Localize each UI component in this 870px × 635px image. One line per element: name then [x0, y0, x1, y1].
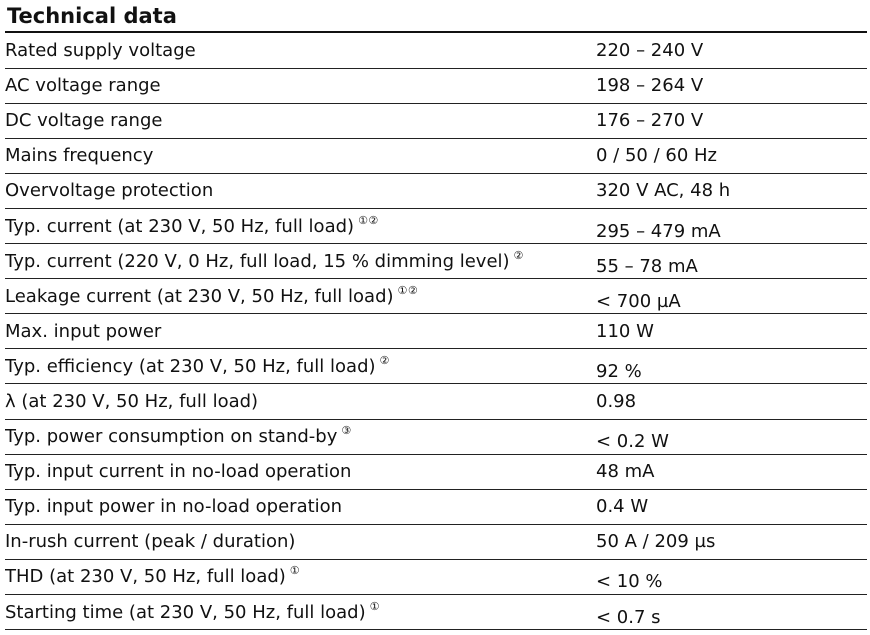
- parameter-label: λ (at 230 V, 50 Hz, full load): [5, 390, 259, 412]
- table-row: Mains frequency 0 / 50 / 60 Hz: [5, 138, 867, 174]
- parameter-cell: Rated supply voltage: [5, 33, 591, 68]
- value-cell: < 0.7 s: [596, 606, 661, 628]
- parameter-label: Typ. efficiency (at 230 V, 50 Hz, full l…: [5, 355, 376, 377]
- parameter-label: AC voltage range: [5, 75, 161, 97]
- parameter-cell: Typ. input current in no-load operation: [5, 454, 591, 489]
- technical-data-table: Rated supply voltage 220 – 240 V AC voltag…: [5, 33, 867, 630]
- value-cell: < 10 %: [596, 571, 663, 593]
- parameter-label: Mains frequency: [5, 145, 154, 167]
- table-row: Typ. input power in no-load operation 0.4…: [5, 489, 867, 525]
- parameter-label: Starting time (at 230 V, 50 Hz, full loa…: [5, 601, 366, 623]
- parameter-cell: λ (at 230 V, 50 Hz, full load): [5, 384, 591, 419]
- parameter-cell: Max. input power: [5, 314, 591, 349]
- parameter-cell: Typ. efficiency (at 230 V, 50 Hz, full l…: [5, 349, 591, 384]
- parameter-label: Typ. current (at 230 V, 50 Hz, full load…: [5, 215, 355, 237]
- parameter-label: Typ. input current in no-load operation: [5, 461, 352, 483]
- table-row: Leakage current (at 230 V, 50 Hz, full l…: [5, 279, 867, 314]
- table-row: In-rush current (peak / duration) 50 A / …: [5, 524, 867, 560]
- parameter-label: In-rush current (peak / duration): [5, 531, 296, 553]
- footnote-marker: ③: [341, 424, 352, 438]
- table-row: AC voltage range 198 – 264 V: [5, 68, 867, 104]
- parameter-cell: Overvoltage protection: [5, 173, 591, 208]
- parameter-cell: DC voltage range: [5, 103, 591, 138]
- section-title: Technical data: [5, 0, 867, 33]
- table-row: Typ. power consumption on stand-by ③ < 0.2…: [5, 419, 867, 455]
- table-row: THD (at 230 V, 50 Hz, full load) ① < 10 %: [5, 559, 867, 595]
- parameter-label: Rated supply voltage: [5, 39, 196, 61]
- table-row: Max. input power 110 W: [5, 314, 867, 349]
- footnote-marker: ①②: [358, 213, 379, 227]
- parameter-cell: Typ. power consumption on stand-by ③: [5, 419, 591, 454]
- parameter-cell: In-rush current (peak / duration): [5, 524, 591, 559]
- value-cell: < 0.2 W: [596, 431, 669, 453]
- value-cell: < 700 µA: [596, 290, 681, 312]
- parameter-label: Typ. input power in no-load operation: [5, 496, 343, 518]
- table-row: Typ. current (at 230 V, 50 Hz, full load…: [5, 208, 867, 244]
- table-row: Typ. input current in no-load operation 4…: [5, 454, 867, 490]
- table-row: Starting time (at 230 V, 50 Hz, full loa…: [5, 595, 867, 630]
- table-row: Typ. efficiency (at 230 V, 50 Hz, full l…: [5, 349, 867, 384]
- value-cell: 0 / 50 / 60 Hz: [596, 145, 717, 167]
- value-cell: 198 – 264 V: [596, 75, 704, 97]
- parameter-label: Max. input power: [5, 320, 162, 342]
- footnote-marker: ①②: [397, 283, 419, 297]
- value-cell: 50 A / 209 µs: [596, 531, 716, 553]
- value-cell: 48 mA: [596, 461, 655, 483]
- value-cell: 320 V AC, 48 h: [596, 180, 731, 202]
- parameter-label: THD (at 230 V, 50 Hz, full load): [5, 566, 286, 588]
- table-body: Rated supply voltage 220 – 240 V AC voltag…: [5, 33, 867, 630]
- footnote-marker: ②: [379, 353, 390, 367]
- footnote-marker: ②: [513, 248, 524, 262]
- parameter-cell: Typ. current (220 V, 0 Hz, full load, 15…: [5, 244, 591, 279]
- table-row: Overvoltage protection 320 V AC, 48 h: [5, 173, 867, 209]
- value-cell: 220 – 240 V: [596, 39, 704, 61]
- table-row: Rated supply voltage 220 – 240 V: [5, 33, 867, 69]
- value-cell: 92 %: [596, 360, 642, 382]
- value-cell: 110 W: [596, 320, 654, 342]
- parameter-label: DC voltage range: [5, 110, 163, 132]
- footnote-marker: ①: [289, 564, 301, 578]
- footnote-marker: ①: [369, 599, 380, 613]
- parameter-label: Leakage current (at 230 V, 50 Hz, full l…: [5, 285, 394, 307]
- parameter-label: Typ. power consumption on stand-by: [5, 426, 338, 448]
- value-cell: 295 – 479 mA: [596, 220, 721, 242]
- table-row: DC voltage range 176 – 270 V: [5, 103, 867, 139]
- parameter-cell: THD (at 230 V, 50 Hz, full load) ①: [5, 559, 591, 594]
- parameter-cell: Starting time (at 230 V, 50 Hz, full loa…: [5, 595, 591, 630]
- parameter-label: Overvoltage protection: [5, 180, 214, 202]
- value-cell: 0.98: [596, 390, 637, 412]
- value-cell: 0.4 W: [596, 496, 649, 518]
- table-row: λ (at 230 V, 50 Hz, full load) 0.98: [5, 384, 867, 420]
- parameter-cell: AC voltage range: [5, 68, 591, 103]
- parameter-label: Typ. current (220 V, 0 Hz, full load, 15…: [5, 250, 510, 272]
- parameter-cell: Leakage current (at 230 V, 50 Hz, full l…: [5, 279, 591, 314]
- value-cell: 176 – 270 V: [596, 110, 704, 132]
- parameter-cell: Typ. current (at 230 V, 50 Hz, full load…: [5, 208, 591, 243]
- table-row: Typ. current (220 V, 0 Hz, full load, 15…: [5, 244, 867, 279]
- parameter-cell: Typ. input power in no-load operation: [5, 489, 591, 524]
- value-cell: 55 – 78 mA: [596, 255, 698, 277]
- parameter-cell: Mains frequency: [5, 138, 591, 173]
